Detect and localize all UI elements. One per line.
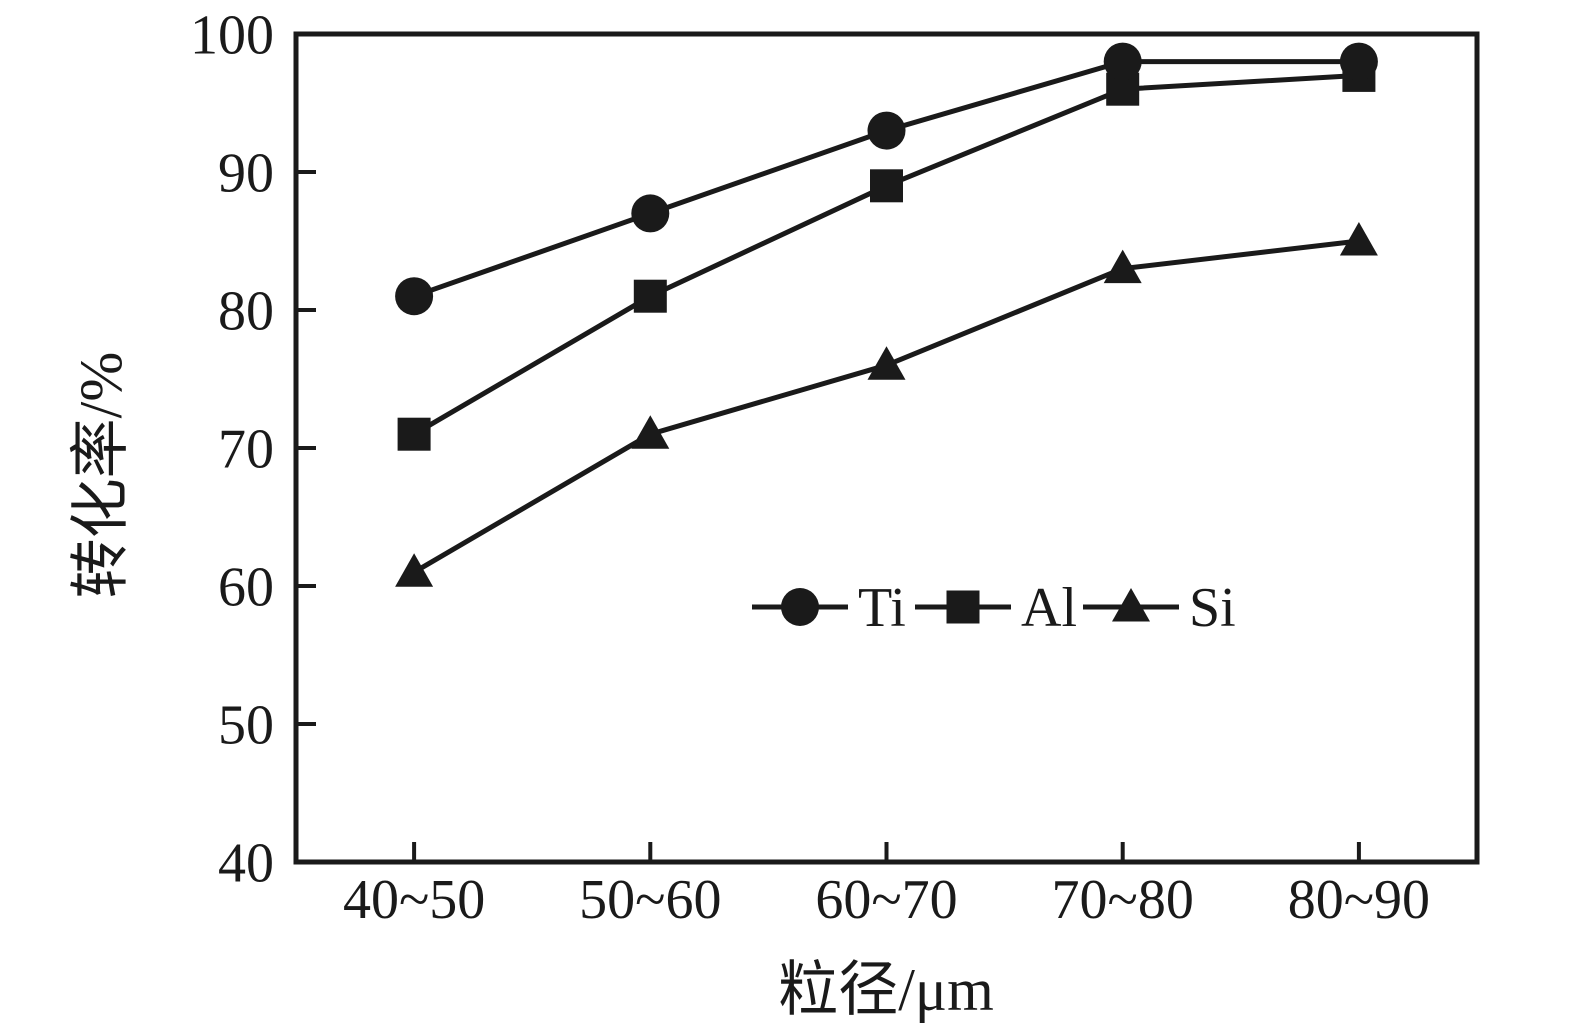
marker-si-4-triangle-icon — [1339, 222, 1378, 256]
marker-ti-4-circle-icon — [1339, 42, 1378, 81]
legend-item-al: Al — [915, 577, 1077, 639]
marker-ti-0-circle-icon — [395, 277, 434, 316]
y-tick-label-60: 60 — [218, 557, 274, 619]
y-tick-label-80: 80 — [218, 281, 274, 343]
legend-label-ti: Ti — [858, 577, 906, 639]
x-tick-label-2: 60~70 — [815, 869, 957, 931]
marker-ti-1-circle-icon — [631, 194, 670, 233]
legend-triangle-icon — [1112, 588, 1150, 622]
legend-square-icon — [946, 590, 980, 624]
series-line-si — [412, 238, 1360, 575]
plot-border — [293, 31, 1480, 865]
marker-al-0-square-icon — [397, 417, 431, 451]
legend-label-al: Al — [1021, 577, 1077, 639]
x-tick-label-0: 40~50 — [343, 869, 485, 931]
y-tick-label-50: 50 — [218, 695, 274, 757]
legend-label-si: Si — [1189, 577, 1236, 639]
marker-si-1-triangle-icon — [631, 415, 670, 449]
y-tick-label-100: 100 — [190, 5, 274, 67]
x-tick-label-1: 50~60 — [579, 869, 721, 931]
y-tick-label-90: 90 — [218, 143, 274, 205]
legend-item-ti: Ti — [752, 577, 906, 639]
x-tick-label-3: 70~80 — [1052, 869, 1194, 931]
marker-ti-2-circle-icon — [867, 111, 906, 150]
marker-si-0-triangle-icon — [395, 553, 434, 587]
marker-al-1-square-icon — [633, 279, 667, 313]
marker-ti-3-circle-icon — [1103, 42, 1142, 81]
marker-si-3-triangle-icon — [1103, 249, 1142, 284]
marker-si-2-triangle-icon — [867, 346, 906, 380]
y-tick-label-70: 70 — [218, 419, 274, 481]
legend-item-si: Si — [1083, 577, 1236, 639]
x-tick-label-4: 80~90 — [1288, 869, 1430, 931]
x-axis-title: 粒径/μm — [778, 957, 994, 1023]
legend-circle-icon — [781, 588, 819, 626]
y-axis-title: 转化率/% — [68, 352, 134, 599]
y-tick-label-40: 40 — [218, 833, 274, 895]
marker-al-2-square-icon — [870, 169, 903, 203]
